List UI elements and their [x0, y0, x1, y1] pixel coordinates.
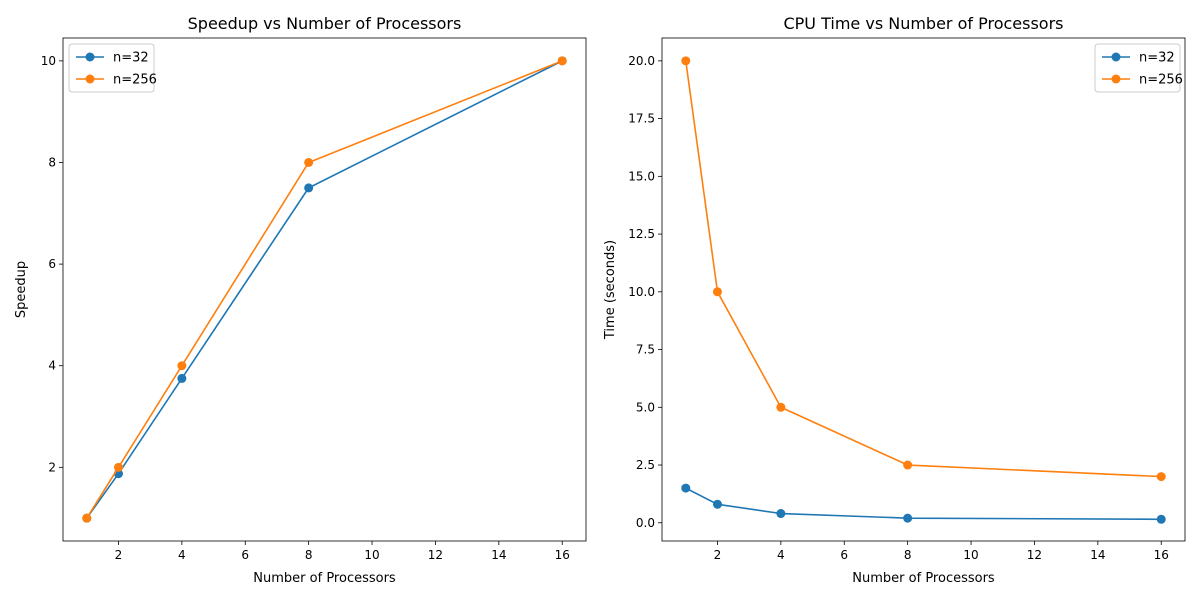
y-tick-label: 10	[41, 54, 56, 68]
x-tick-label: 6	[241, 548, 249, 562]
data-point	[177, 361, 187, 371]
x-tick-label: 12	[428, 548, 443, 562]
legend-label: n=256	[113, 73, 157, 88]
legend-swatch-marker	[85, 74, 95, 84]
x-tick-label: 8	[305, 548, 313, 562]
x-tick-label: 16	[555, 548, 570, 562]
series-line-n=32	[685, 487, 1162, 521]
chart-title: CPU Time vs Number of Processors	[783, 14, 1063, 33]
x-tick-label: 4	[777, 548, 785, 562]
series-line-n=256	[86, 60, 563, 519]
data-point	[1156, 472, 1166, 482]
y-tick-label: 6	[48, 257, 56, 271]
x-tick-label: 16	[1154, 548, 1169, 562]
y-tick-label: 8	[48, 155, 56, 169]
plot-frame	[661, 37, 1186, 542]
x-tick-label: 8	[904, 548, 912, 562]
legend: n=32 n=256	[1094, 43, 1183, 93]
y-tick-label: 10.0	[628, 285, 655, 299]
data-point	[712, 499, 722, 509]
x-tick-label: 10	[364, 548, 379, 562]
x-tick-label: 4	[178, 548, 186, 562]
data-point	[903, 513, 913, 523]
x-tick-label: 2	[115, 548, 123, 562]
legend: n=32 n=256	[68, 43, 157, 93]
legend-swatch-marker	[1111, 52, 1121, 62]
x-tick-label: 2	[714, 548, 722, 562]
x-tick-label: 14	[491, 548, 506, 562]
legend-label: n=32	[113, 51, 149, 66]
speedup-chart: Speedup vs Number of Processors 2 4 6 8 10 12 1…	[14, 14, 587, 586]
data-point	[557, 56, 567, 66]
data-point	[1156, 514, 1166, 524]
y-tick-label: 17.5	[628, 112, 655, 126]
data-point	[681, 483, 691, 493]
x-tick-label: 14	[1090, 548, 1105, 562]
y-tick-label: 5.0	[636, 400, 655, 414]
data-point	[776, 509, 786, 519]
data-point	[776, 402, 786, 412]
series-line-n=32	[86, 60, 563, 519]
x-tick-label: 12	[1027, 548, 1042, 562]
legend-swatch-marker	[1111, 74, 1121, 84]
y-tick-label: 7.5	[636, 343, 655, 357]
y-tick-label: 4	[48, 359, 56, 373]
y-tick-label: 15.0	[628, 169, 655, 183]
y-tick-label: 0.0	[636, 516, 655, 530]
y-tick-label: 20.0	[628, 54, 655, 68]
plot-frame	[62, 37, 587, 542]
data-point	[304, 157, 314, 167]
legend-swatch-marker	[85, 52, 95, 62]
series-line-n=256	[684, 60, 1162, 478]
data-point	[177, 373, 187, 383]
y-axis-label: Speedup	[14, 261, 29, 318]
x-tick-label: 6	[840, 548, 848, 562]
data-point	[82, 513, 92, 523]
chart-title: Speedup vs Number of Processors	[188, 14, 462, 33]
legend-label: n=32	[1139, 51, 1175, 66]
data-point	[681, 56, 691, 66]
y-tick-label: 12.5	[628, 227, 655, 241]
x-axis-label: Number of Processors	[253, 571, 396, 586]
data-point	[712, 287, 722, 297]
x-axis-label: Number of Processors	[852, 571, 995, 586]
x-tick-label: 10	[963, 548, 978, 562]
y-tick-label: 2.5	[636, 458, 655, 472]
data-point	[113, 462, 123, 472]
legend-label: n=256	[1139, 73, 1183, 88]
y-axis-label: Time (seconds)	[603, 240, 618, 340]
cpu-time-chart: CPU Time vs Number of Processors 2 4 6 8 10 12…	[603, 14, 1186, 586]
y-tick-label: 2	[48, 460, 56, 474]
data-point	[903, 460, 913, 470]
data-point	[304, 183, 314, 193]
